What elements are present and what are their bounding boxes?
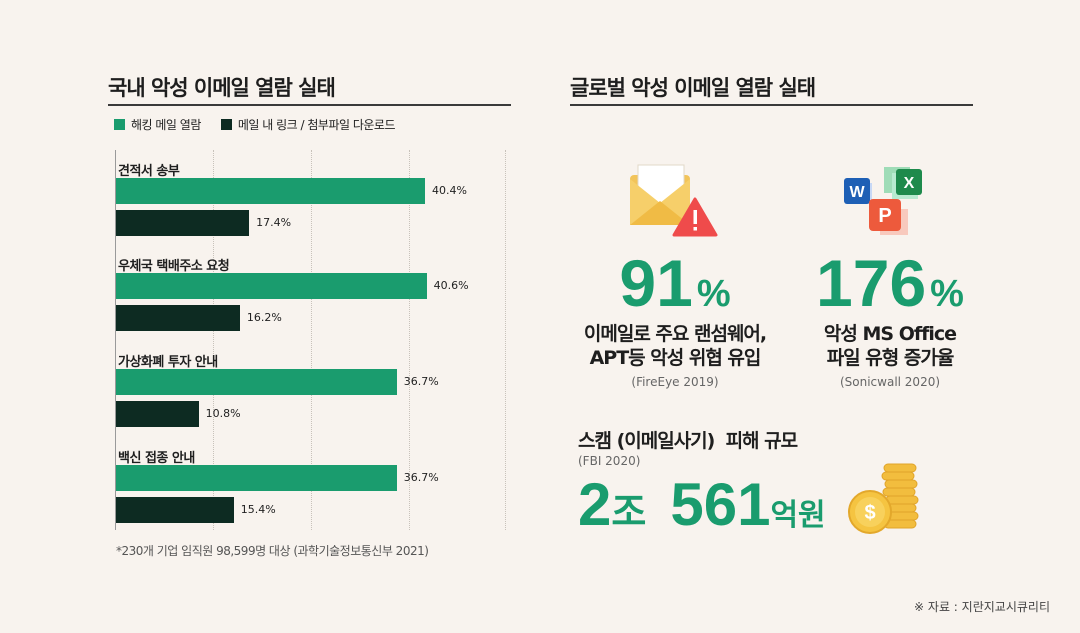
legend-swatch-1 <box>114 119 125 130</box>
category-label: 우체국 택배주소 요청 <box>118 259 230 274</box>
bar-opened <box>116 369 397 395</box>
bar-value-label: 40.4% <box>432 184 467 197</box>
bar-value-label: 40.6% <box>433 279 469 292</box>
stat-176-source: (Sonicwall 2020) <box>839 375 941 389</box>
source-credit: ※ 자료 : 지란지교시큐리티 <box>914 600 1050 614</box>
scam-amount-a: 2 <box>578 471 612 538</box>
stat-176: 176% <box>790 245 990 321</box>
stat-176-desc-line2: 파일 유형 증가율 <box>826 347 955 369</box>
bar-value-label: 10.8% <box>205 407 241 420</box>
bar-value-label: 36.7% <box>403 471 439 484</box>
stat-91-desc: 이메일로 주요 랜섬웨어, APT등 악성 위협 유입 <box>555 322 795 370</box>
svg-text:$: $ <box>864 502 875 524</box>
chart-legend: 해킹 메일 열람 메일 내 링크 / 첨부파일 다운로드 <box>114 116 396 133</box>
category-label: 가상화폐 투자 안내 <box>118 355 218 370</box>
chart-gridline <box>213 150 214 530</box>
svg-text:X: X <box>904 175 915 192</box>
right-title-rule <box>570 104 973 106</box>
chart-gridline <box>409 150 410 530</box>
bar-value-label: 36.7% <box>403 375 439 388</box>
bar-clicked <box>116 305 240 331</box>
right-title: 글로벌 악성 이메일 열람 실태 <box>570 76 816 100</box>
stat-91-desc-line1: 이메일로 주요 랜섬웨어, <box>583 323 767 345</box>
stat-91-unit: % <box>696 273 731 315</box>
bar-value-label: 15.4% <box>240 503 276 516</box>
bar-value-label: 16.2% <box>246 311 282 324</box>
coin-stack-icon: $ <box>848 463 919 534</box>
bar-value-label: 17.4% <box>256 216 292 229</box>
stat-91-desc-line2: APT등 악성 위협 유입 <box>589 347 762 369</box>
scam-amount: 2조 561억원 <box>578 470 826 539</box>
legend-swatch-2 <box>220 119 232 130</box>
bar-clicked <box>116 401 199 427</box>
bar-clicked <box>116 497 234 523</box>
chart-gridline <box>311 150 312 530</box>
svg-text:W: W <box>849 184 865 201</box>
left-footnote: *230개 기업 임직원 98,599명 대상 (과학기술정보통신부 2021) <box>116 544 429 558</box>
scam-source: (FBI 2020) <box>578 454 641 468</box>
category-label: 백신 접종 안내 <box>118 451 195 466</box>
stat-91-number: 91 <box>619 246 693 320</box>
bar-opened <box>116 273 427 299</box>
category-label: 견적서 송부 <box>118 164 180 179</box>
chart-y-axis <box>115 150 116 530</box>
stat-176-unit: % <box>930 273 964 315</box>
stat-91: 91% <box>575 245 775 321</box>
scam-title: 스캠 (이메일사기) 피해 규모 <box>578 430 798 452</box>
svg-text:P: P <box>878 205 891 227</box>
chart-gridline <box>505 150 506 530</box>
bar-chart: 견적서 송부 40.4% 17.4% 우체국 택배주소 요청 40.6% 16.2% 가상화… <box>0 0 540 540</box>
scam-unit-a: 조 <box>611 490 647 534</box>
scam-amount-b: 561 <box>670 471 771 538</box>
stat-176-number: 176 <box>816 246 927 320</box>
bar-clicked <box>116 210 250 236</box>
stat-176-desc: 악성 MS Office 파일 유형 증가율 <box>770 322 1010 370</box>
stat-91-source: (FireEye 2019) <box>631 375 719 389</box>
email-warning-icon <box>630 164 718 237</box>
legend-label-2: 메일 내 링크 / 첨부파일 다운로드 <box>237 118 396 132</box>
bar-opened <box>116 465 397 491</box>
office-apps-icon: W X P <box>844 167 922 235</box>
left-title: 국내 악성 이메일 열람 실태 <box>108 76 336 100</box>
left-title-rule <box>108 104 511 106</box>
legend-label-1: 해킹 메일 열람 <box>131 118 201 132</box>
scam-unit-b: 억원 <box>770 498 826 533</box>
stat-176-desc-line1: 악성 MS Office <box>823 323 957 345</box>
bar-opened <box>116 178 426 204</box>
